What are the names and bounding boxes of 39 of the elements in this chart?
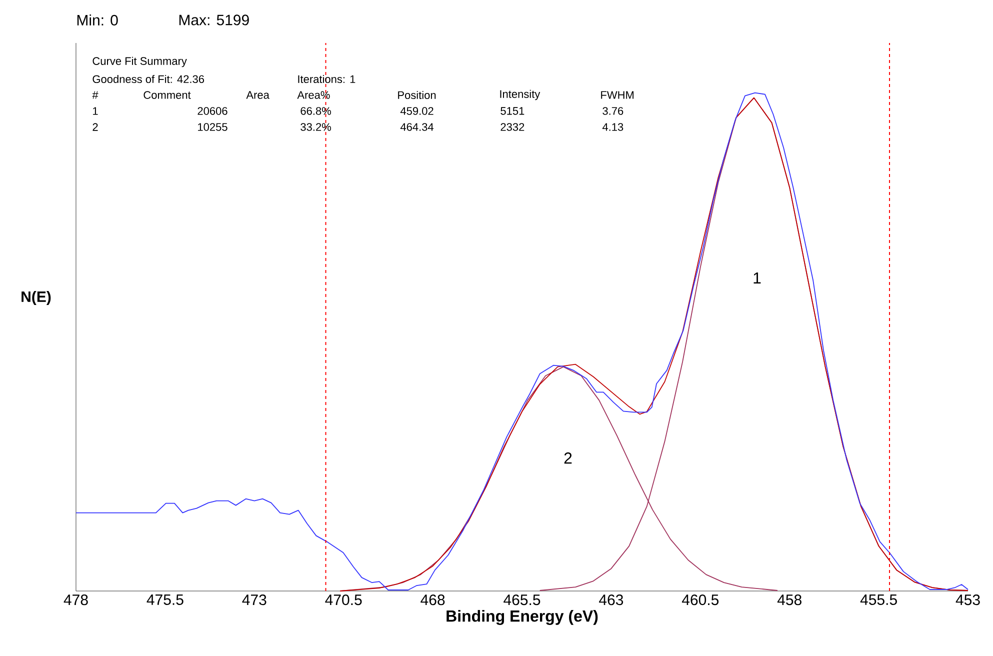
- text: Curve Fit Summary: [92, 56, 187, 68]
- annotation: 4.13: [602, 123, 624, 131]
- x-tick-label: 475.5: [146, 594, 184, 605]
- text: Iterations: 1: [298, 74, 356, 84]
- annotation: 66.8%: [300, 107, 331, 115]
- x-tick-label: 478: [64, 594, 88, 606]
- annotation: 464.34: [400, 123, 434, 131]
- annotation: 3.76: [602, 107, 624, 115]
- x-tick-label: 453: [956, 594, 980, 606]
- annotation: #: [92, 91, 98, 99]
- annotation: FWHM: [601, 91, 634, 99]
- annotation: 33.2%: [300, 123, 331, 131]
- annotation: 2: [564, 452, 572, 464]
- x-tick-label: 468: [420, 594, 445, 606]
- annotation: 1: [754, 272, 761, 284]
- annotation: 5151: [500, 107, 524, 115]
- text: Min: 0: [77, 14, 118, 26]
- x-tick-label: 465.5: [504, 594, 540, 606]
- x-tick-label: 463: [599, 594, 624, 606]
- y-axis-title: N(E): [22, 291, 51, 305]
- annotation: 459.02: [400, 107, 434, 115]
- annotation: 2332: [500, 123, 524, 131]
- annotation: 10255: [198, 123, 228, 131]
- annotation: Area: [246, 91, 270, 99]
- annotation: Area%: [297, 91, 330, 99]
- text: Max: 5199: [179, 14, 249, 26]
- x-tick-label: 470.5: [325, 594, 362, 606]
- text: Goodness of Fit: 42.36: [92, 74, 204, 84]
- annotation: 20606: [198, 107, 228, 115]
- annotation: Position: [398, 90, 436, 100]
- x-axis-title: Binding Energy (eV): [446, 610, 598, 625]
- annotation: Intensity: [500, 90, 540, 100]
- x-tick-label: 460.5: [682, 594, 719, 606]
- x-tick-label: 455.5: [860, 594, 897, 605]
- annotation: 2: [92, 123, 98, 131]
- annotation: 1: [93, 107, 98, 115]
- annotation: Comment: [144, 91, 191, 99]
- x-tick-label: 473: [242, 594, 266, 606]
- x-tick-label: 458: [777, 594, 802, 606]
